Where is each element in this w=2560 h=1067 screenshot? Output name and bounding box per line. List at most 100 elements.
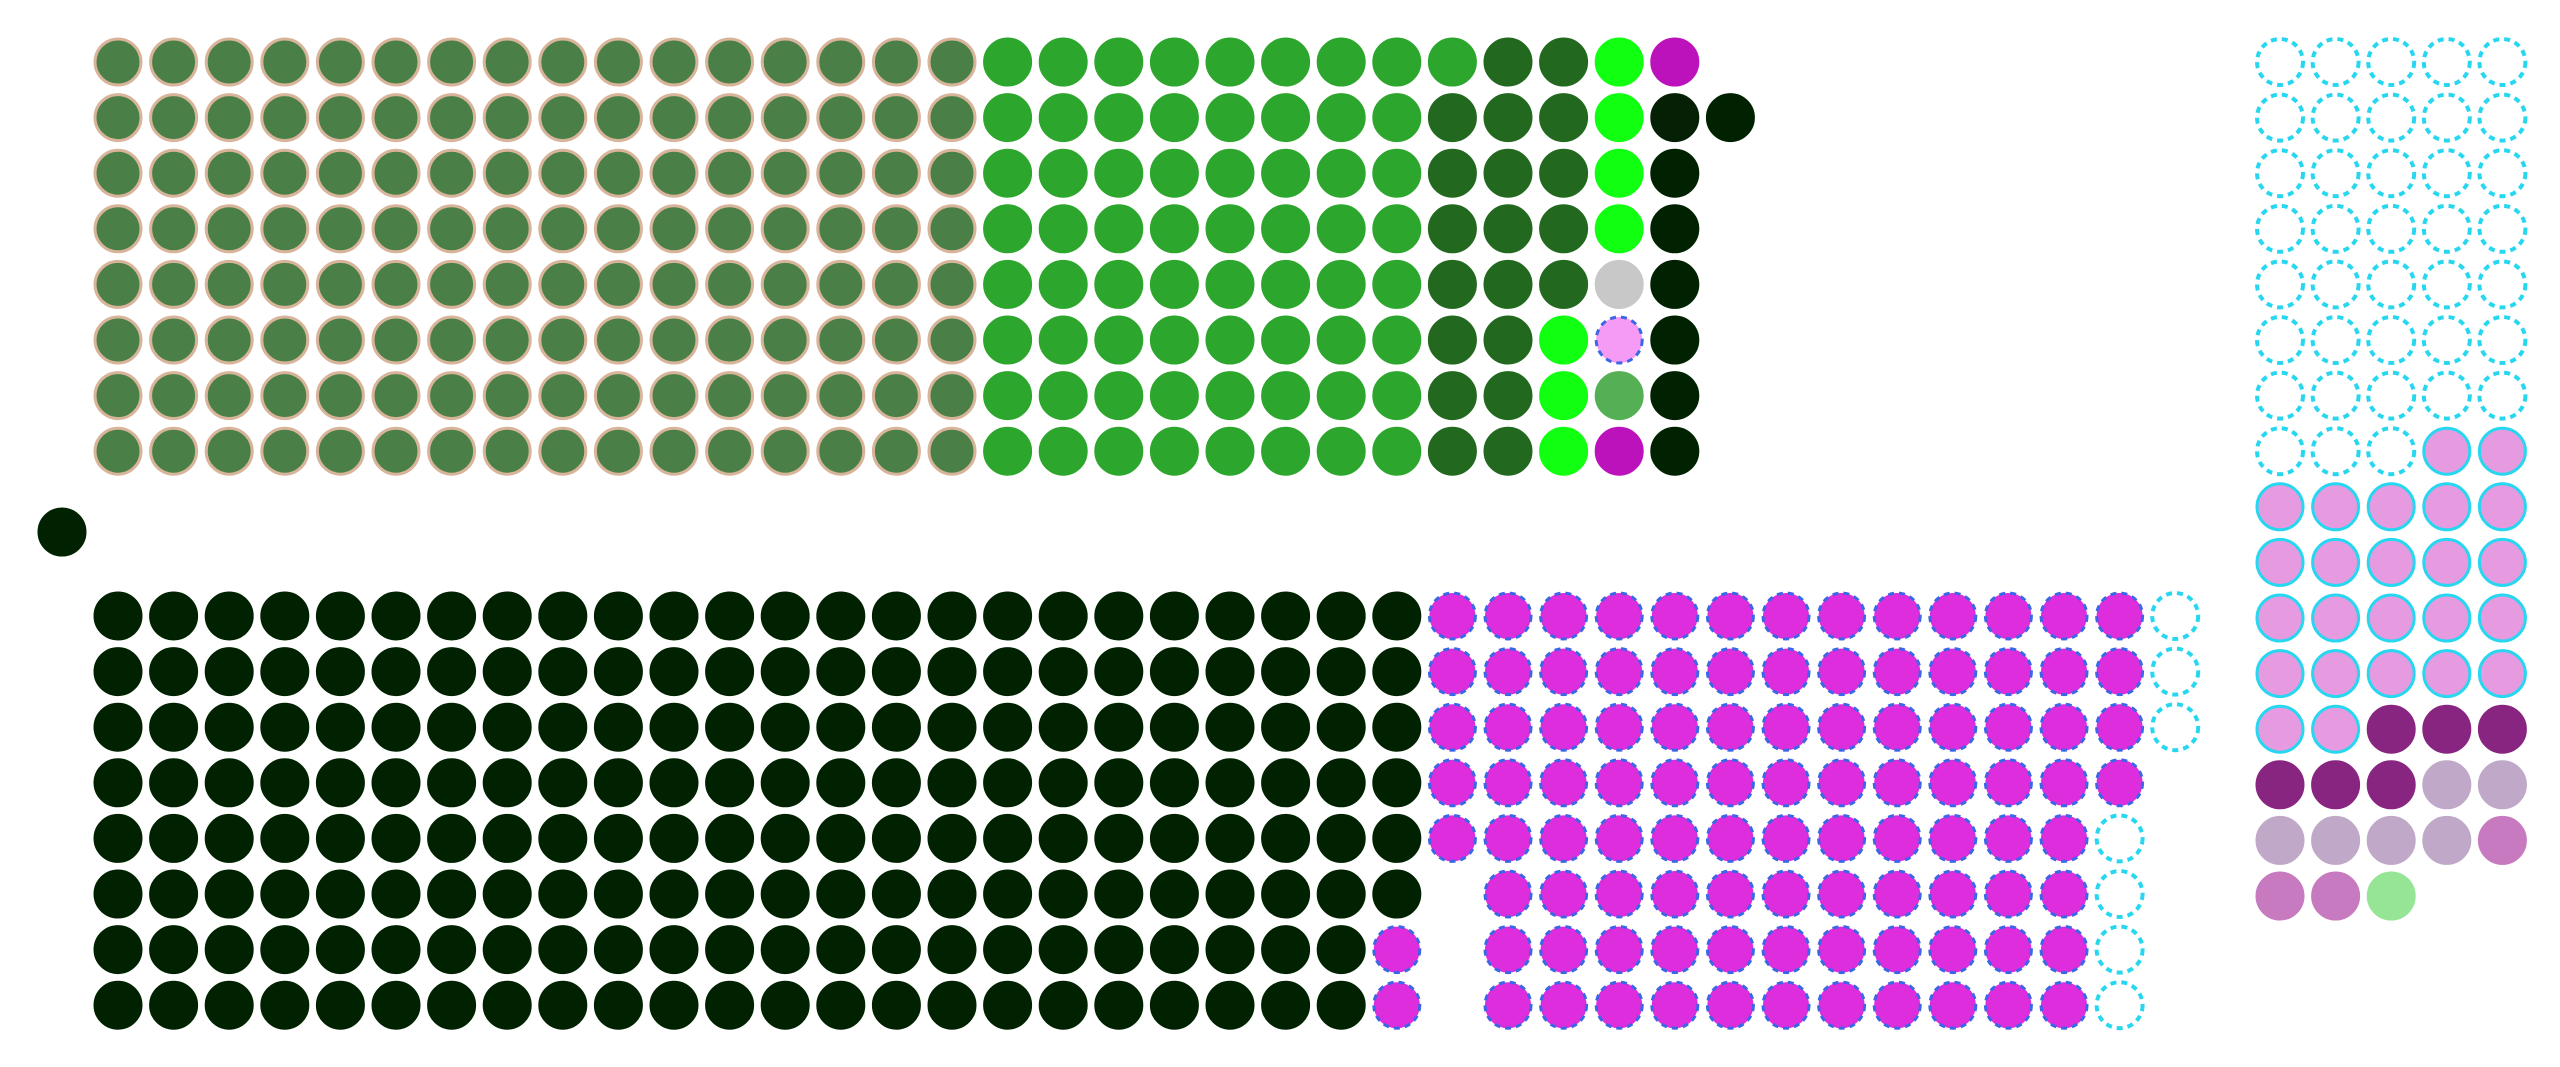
seat-dot-group-10 [983,591,1033,641]
seat-dot-group-2 [1205,204,1255,254]
lower-seat-block [93,591,2201,1031]
seat-dot-group-12 [2421,37,2472,87]
seat-dot-group-1 [204,315,254,365]
seat-dot-group-11 [1872,869,1922,919]
seat-dot-group-12 [2310,315,2361,365]
seat-dot-group-1 [371,426,421,476]
seat-dot-group-11 [1872,702,1922,752]
seat-dot-group-2 [1205,259,1255,309]
seat-dot-group-10 [1094,702,1144,752]
seat-dot-group-11 [1817,647,1867,697]
seat-dot-group-12 [2255,92,2305,143]
seat-dot-group-1 [538,371,588,421]
seat-dot-group-10 [315,702,365,752]
seat-dot-group-10 [983,758,1033,808]
seat-dot-group-2 [1038,259,1088,309]
seat-dot-group-2 [1261,93,1311,143]
seat-dot-group-10 [816,647,866,697]
seat-dot-group-10 [1261,647,1311,697]
seat-dot-group-1 [482,204,532,254]
seat-dot-group-11 [1872,813,1922,863]
seat-dot-group-1 [593,204,643,254]
seat-dot-group-2 [1038,371,1088,421]
seat-dot-group-3 [1427,204,1477,254]
seat-dot-group-1 [315,371,365,421]
seat-dot-group-10 [482,758,532,808]
seat-dot-group-11 [1539,980,1589,1030]
seat-dot-group-2 [1316,315,1366,365]
seat-dot-group-12 [2310,426,2361,477]
seat-dot-group-11 [1539,925,1589,975]
seat-dot-group-2 [1038,204,1088,254]
seat-dot-group-1 [538,37,588,87]
seat-dot-group-1 [760,426,810,476]
seat-dot-group-10 [1149,813,1199,863]
seat-dot-group-1 [482,426,532,476]
seat-dot-group-11 [1483,647,1533,697]
seat-dot-group-10 [1372,758,1422,808]
seat-dot-group-15 [2255,815,2305,865]
seat-dot-group-2 [1261,371,1311,421]
seat-dot-group-1 [705,315,755,365]
seat-dot-group-1 [705,204,755,254]
seat-dot-group-3 [1483,37,1533,87]
seat-dot-group-10 [204,702,254,752]
seat-dot-group-12 [2366,148,2417,199]
seat-dot-group-10 [93,702,143,752]
seat-dot-group-10 [871,925,921,975]
seat-dot-group-10 [1149,980,1199,1030]
seat-dot-group-12 [2366,92,2417,143]
seat-dot-group-4 [1539,315,1589,365]
seat-dot-group-10 [371,925,421,975]
seat-dot-group-13 [2311,482,2361,532]
seat-dot-group-10 [705,702,755,752]
seat-dot-group-2 [1261,315,1311,365]
seat-dot-group-10 [1038,758,1088,808]
seat-dot-group-10 [204,591,254,641]
seat-dot-group-10 [983,980,1033,1030]
seat-dot-group-14 [2255,760,2305,810]
seat-dot-group-11 [1483,980,1533,1030]
seat-dot-group-2 [1038,426,1088,476]
seat-dot-group-1 [871,204,921,254]
seat-dot-group-10 [1261,758,1311,808]
seat-dot-group-10 [1205,758,1255,808]
seat-dot-group-2 [1094,204,1144,254]
seat-dot-group-1 [538,259,588,309]
seat-dot-group-10 [649,758,699,808]
seat-dot-group-10 [427,702,477,752]
seat-dot-group-11 [1761,869,1811,919]
seat-dot-group-10 [593,869,643,919]
seat-dot-group-10 [760,813,810,863]
seat-dot-group-1 [149,148,199,198]
seat-dot-group-2 [1149,204,1199,254]
seat-dot-group-15 [2311,815,2361,865]
seat-dot-group-3 [1427,148,1477,198]
seat-dot-group-13 [2311,649,2361,699]
seat-dot-group-11 [2095,702,2145,752]
seat-dot-group-1 [593,371,643,421]
seat-dot-group-11 [1594,647,1644,697]
seat-dot-group-10 [927,702,977,752]
seat-dot-group-11 [2095,758,2145,808]
seat-dot-group-10 [871,980,921,1030]
seat-dot-group-10 [871,591,921,641]
seat-dot-group-11 [2039,980,2089,1030]
seat-dot-group-10 [538,925,588,975]
seat-dot-group-12 [2421,148,2472,199]
seat-dot-group-11 [2095,647,2145,697]
seat-dot-group-1 [482,259,532,309]
seat-dot-group-1 [315,37,365,87]
seat-dot-group-3 [1427,426,1477,476]
seat-dot-group-1 [816,37,866,87]
seat-dot-group-12 [2366,203,2417,254]
seat-dot-group-10 [427,758,477,808]
seat-dot-group-10 [705,813,755,863]
seat-dot-group-1 [204,204,254,254]
seat-dot-group-10 [1705,93,1755,143]
seat-dot-group-10 [538,647,588,697]
seat-dot-group-10 [705,647,755,697]
seat-dot-group-10 [983,647,1033,697]
seat-dot-group-1 [204,93,254,143]
